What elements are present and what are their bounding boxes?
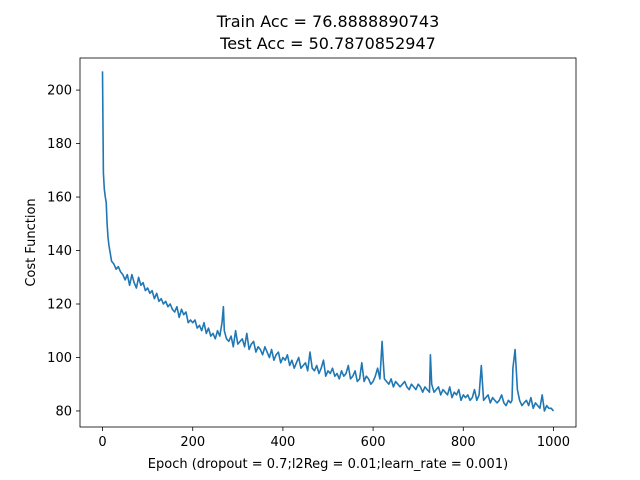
y-tick-label: 180 bbox=[47, 137, 72, 152]
y-tick-label: 120 bbox=[47, 298, 72, 313]
x-axis: 0 200 400 600 800 1000 bbox=[98, 427, 570, 450]
y-axis-label: Cost Function bbox=[24, 198, 39, 286]
y-tick-label: 100 bbox=[47, 351, 72, 366]
plot-frame bbox=[79, 57, 577, 428]
x-tick-label: 600 bbox=[361, 435, 386, 450]
x-tick-label: 400 bbox=[270, 435, 295, 450]
x-tick-label: 1000 bbox=[537, 435, 570, 450]
y-axis: 80 100 120 140 160 180 200 bbox=[47, 84, 80, 419]
x-tick-label: 0 bbox=[98, 435, 106, 450]
chart-subtitle: Test Acc = 50.7870852947 bbox=[219, 34, 436, 53]
x-tick-label: 200 bbox=[180, 435, 205, 450]
y-tick-label: 160 bbox=[47, 191, 72, 206]
y-tick-label: 140 bbox=[47, 244, 72, 259]
y-tick-label: 80 bbox=[55, 404, 72, 419]
plot-area bbox=[80, 58, 576, 427]
y-tick-label: 200 bbox=[47, 84, 72, 99]
cost-series-line bbox=[101, 71, 555, 412]
chart-title: Train Acc = 76.8888890743 bbox=[216, 12, 440, 31]
x-tick-label: 800 bbox=[451, 435, 476, 450]
x-axis-label: Epoch (dropout = 0.7;l2Reg = 0.01;learn_… bbox=[148, 457, 508, 472]
